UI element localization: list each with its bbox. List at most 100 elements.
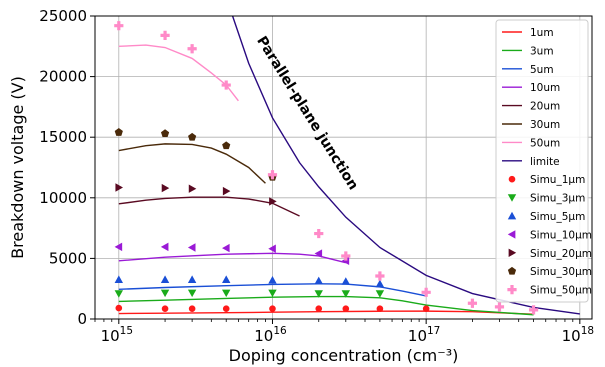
legend-item: 30um xyxy=(502,119,560,131)
series-simu-10um xyxy=(114,242,350,266)
point-simu-20um xyxy=(269,197,277,206)
series-simu-1um xyxy=(115,304,430,312)
legend: 1um 3um 5um 10um 20um 30um 50um limite Simu_1μm S… xyxy=(495,19,592,303)
point-simu-10um xyxy=(160,242,169,252)
legend-swatch xyxy=(507,266,517,275)
legend-label: Simu_30μm xyxy=(530,266,592,278)
point-simu-10um xyxy=(187,243,196,252)
point-simu-1um xyxy=(161,305,169,312)
point-simu-10um xyxy=(314,249,323,258)
line-20um xyxy=(118,196,300,217)
point-simu-50um xyxy=(341,251,351,261)
legend-item: 3um xyxy=(502,45,554,57)
legend-item: 20um xyxy=(502,101,560,113)
point-simu-5um xyxy=(114,275,124,283)
series-simu-50um xyxy=(114,21,539,315)
legend-swatch xyxy=(507,285,517,295)
legend-item: 1um xyxy=(502,27,554,39)
legend-label: 3um xyxy=(530,45,554,57)
point-simu-50um xyxy=(494,302,505,312)
point-simu-50um xyxy=(467,298,478,308)
y-tick-label: 5000 xyxy=(49,249,87,267)
legend-label: Simu_3μm xyxy=(530,193,585,205)
legend-label: Simu_50μm xyxy=(530,285,592,297)
legend-swatch xyxy=(507,230,516,239)
legend-item: limite xyxy=(502,156,560,168)
point-simu-20um xyxy=(222,186,231,196)
point-simu-30um xyxy=(188,132,197,141)
legend-label: 50um xyxy=(530,137,560,149)
point-simu-50um xyxy=(267,170,278,180)
point-simu-1um xyxy=(269,305,276,312)
y-axis-title: Breakdown voltage (V) xyxy=(8,76,27,259)
point-simu-20um xyxy=(188,184,197,193)
x-tick-label: 1015 xyxy=(101,325,133,345)
point-simu-1um xyxy=(222,305,230,312)
point-simu-3um xyxy=(314,290,323,298)
legend-item: Simu_50μm xyxy=(507,285,592,297)
legend-item: 50um xyxy=(502,137,560,149)
point-simu-1um xyxy=(342,305,350,312)
legend-item: 5um xyxy=(502,64,554,76)
point-simu-20um xyxy=(115,183,124,192)
legend-item: Simu_30μm xyxy=(507,266,592,278)
point-simu-3um xyxy=(268,289,277,298)
y-tick-label: 20000 xyxy=(39,68,87,86)
legend-label: 30um xyxy=(530,119,560,131)
point-simu-5um xyxy=(268,276,277,284)
point-simu-3um xyxy=(341,290,351,298)
legend-item: 10um xyxy=(502,82,560,94)
point-simu-50um xyxy=(221,80,231,90)
legend-label: Simu_10μm xyxy=(530,229,592,241)
point-simu-30um xyxy=(160,129,170,138)
series-20um xyxy=(118,196,300,217)
legend-swatch xyxy=(508,175,516,183)
point-simu-5um xyxy=(314,276,323,285)
point-simu-50um xyxy=(187,44,197,54)
point-simu-50um xyxy=(314,228,324,239)
point-simu-10um xyxy=(114,242,123,252)
axis-ticks: 0 5000 10000 15000 20000 25000 1015 1016 1017 101… xyxy=(39,7,594,345)
point-simu-1um xyxy=(376,305,384,312)
y-tick-label: 15000 xyxy=(39,128,87,146)
line-30um xyxy=(118,143,266,184)
legend-item: Simu_10μm xyxy=(507,229,592,241)
point-simu-1um xyxy=(115,304,123,312)
point-simu-50um xyxy=(114,21,124,31)
legend-item: Simu_20μm xyxy=(508,248,592,260)
point-simu-5um xyxy=(375,279,385,288)
legend-item: Simu_3μm xyxy=(507,193,585,205)
series-10um xyxy=(118,252,346,264)
y-tick-label: 25000 xyxy=(39,7,87,25)
legend-item: Simu_1μm xyxy=(508,174,585,186)
legend-label: 10um xyxy=(530,82,560,94)
x-tick-label: 1017 xyxy=(408,325,440,345)
legend-swatch xyxy=(507,211,517,220)
legend-swatch xyxy=(507,194,517,202)
legend-label: limite xyxy=(530,156,560,168)
point-simu-20um xyxy=(161,183,170,193)
point-simu-30um xyxy=(222,141,231,150)
point-simu-50um xyxy=(528,305,539,315)
legend-label: Simu_20μm xyxy=(530,248,592,260)
point-simu-30um xyxy=(114,128,123,136)
x-tick-label: 1018 xyxy=(562,325,594,345)
point-simu-3um xyxy=(160,289,170,298)
point-simu-50um xyxy=(421,287,431,297)
legend-label: 1um xyxy=(530,27,554,39)
series-simu-20um xyxy=(115,183,277,206)
point-simu-50um xyxy=(375,271,385,281)
point-simu-50um xyxy=(160,30,170,40)
y-tick-label: 10000 xyxy=(39,189,87,207)
plot-data xyxy=(114,16,580,316)
point-simu-5um xyxy=(187,275,197,283)
point-simu-3um xyxy=(375,290,385,298)
series-limite xyxy=(231,16,580,315)
point-simu-3um xyxy=(114,290,124,298)
legend-label: Simu_5μm xyxy=(530,211,585,223)
plot-frame xyxy=(94,15,593,320)
point-simu-1um xyxy=(188,305,196,312)
x-axis-title: Doping concentration (cm⁻³) xyxy=(229,346,459,365)
y-tick-label: 0 xyxy=(77,310,87,328)
